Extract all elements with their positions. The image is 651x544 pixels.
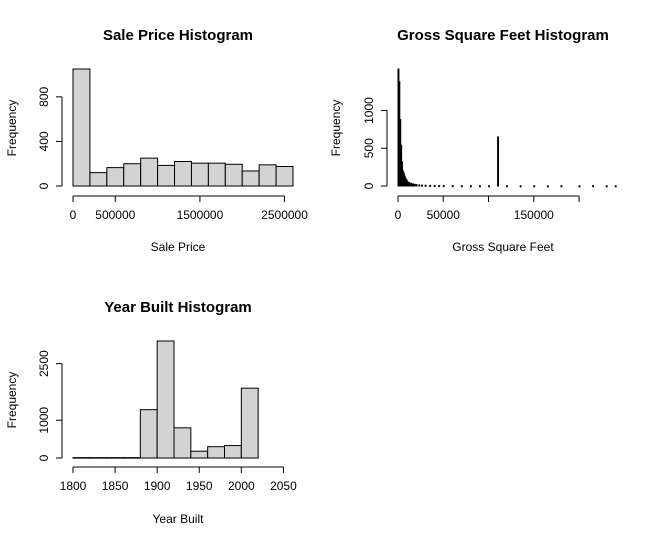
gross-square-feet-x-tick-label-1: 50000 <box>427 208 461 222</box>
gross-square-feet-bar-29 <box>506 185 509 188</box>
gross-square-feet-bar-24 <box>460 185 463 188</box>
gross-square-feet-histogram-panel: Gross Square Feet Histogram Gross Square… <box>329 27 617 254</box>
sale-price-bar-0 <box>72 68 91 187</box>
gross-square-feet-bar-36 <box>605 185 608 188</box>
gross-square-feet-bar-14 <box>413 183 416 187</box>
gross-square-feet-bar-10 <box>406 180 409 187</box>
sale-price-y-tick-label-0: 0 <box>37 182 51 189</box>
sale-price-x-tick-label-2: 1500000 <box>177 208 224 222</box>
gross-square-feet-bar-30 <box>519 185 522 188</box>
sale-price-x-tick-label-1: 500000 <box>95 208 135 222</box>
year-built-bar-10 <box>240 387 259 459</box>
sale-price-x-tick-label-3: 2500000 <box>261 208 308 222</box>
sale-price-y-tick-label-1: 400 <box>37 131 51 151</box>
year-built-bar-7 <box>190 450 209 459</box>
gross-square-feet-ylabel: Frequency <box>329 100 343 157</box>
sale-price-bar-5 <box>157 164 176 187</box>
year-built-x-tick-label-5: 2050 <box>270 479 297 493</box>
year-built-y-tick-label-1: 1000 <box>37 407 51 434</box>
year-built-histogram-panel: Year Built Histogram Year Built Frequenc… <box>5 299 297 526</box>
gross-square-feet-bar-28 <box>497 136 499 187</box>
gross-square-feet-bar-25 <box>469 185 472 188</box>
gross-square-feet-axes: 0 50000 150000 0 500 1000 <box>362 97 580 222</box>
gross-square-feet-bar-19 <box>429 184 432 187</box>
year-built-x-tick-label-1: 1850 <box>102 479 129 493</box>
gross-square-feet-bar-33 <box>560 185 563 188</box>
gross-square-feet-bar-21 <box>438 185 441 188</box>
year-built-x-tick-label-4: 2000 <box>228 479 255 493</box>
sale-price-bar-9 <box>224 163 243 187</box>
gross-square-feet-x-tick-label-2: 150000 <box>514 208 554 222</box>
year-built-x-tick-label-0: 1800 <box>60 479 87 493</box>
sale-price-bar-4 <box>140 157 159 187</box>
gross-square-feet-bar-13 <box>411 183 414 187</box>
year-built-x-tick-label-3: 1950 <box>186 479 213 493</box>
sale-price-histogram-panel: Sale Price Histogram Sale Price Frequenc… <box>5 27 308 254</box>
year-built-title: Year Built Histogram <box>104 299 252 316</box>
sale-price-bar-8 <box>207 162 226 187</box>
sale-price-title: Sale Price Histogram <box>103 27 253 44</box>
year-built-x-tick-label-2: 1900 <box>144 479 171 493</box>
gross-square-feet-y-tick-label-0: 0 <box>362 182 376 189</box>
year-built-bar-3 <box>123 457 141 459</box>
sale-price-ylabel: Frequency <box>5 100 19 157</box>
year-built-bar-6 <box>173 427 192 459</box>
sale-price-axes: 0 500000 1500000 2500000 0 400 800 <box>37 87 308 222</box>
sale-price-bar-11 <box>258 164 277 187</box>
sale-price-bar-1 <box>89 172 108 187</box>
sale-price-x-tick-label-0: 0 <box>70 208 77 222</box>
year-built-bar-5 <box>156 340 175 459</box>
sale-price-bar-2 <box>106 167 125 187</box>
sale-price-xlabel: Sale Price <box>151 240 206 254</box>
year-built-xlabel: Year Built <box>153 512 205 526</box>
year-built-y-tick-label-0: 0 <box>37 454 51 461</box>
year-built-bars <box>72 340 259 459</box>
gross-square-feet-bar-18 <box>424 184 427 187</box>
year-built-bar-4 <box>139 409 158 459</box>
sale-price-bar-6 <box>174 160 192 187</box>
sale-price-bar-3 <box>123 163 142 187</box>
gross-square-feet-xlabel: Gross Square Feet <box>452 240 554 254</box>
gross-square-feet-bar-20 <box>433 184 436 187</box>
year-built-bar-0 <box>72 457 91 459</box>
sale-price-y-tick-label-2: 800 <box>37 87 51 107</box>
gross-square-feet-bar-12 <box>410 182 413 187</box>
gross-square-feet-bar-32 <box>546 185 549 188</box>
sale-price-bar-12 <box>275 166 294 187</box>
gross-square-feet-y-tick-label-1: 500 <box>362 138 376 158</box>
gross-square-feet-bar-34 <box>578 185 581 188</box>
sale-price-bar-7 <box>190 162 209 187</box>
gross-square-feet-title: Gross Square Feet Histogram <box>397 27 609 44</box>
gross-square-feet-bar-11 <box>408 182 411 187</box>
sale-price-bar-10 <box>241 170 260 187</box>
sale-price-bars <box>72 68 294 187</box>
year-built-ylabel: Frequency <box>5 372 19 429</box>
gross-square-feet-bar-26 <box>478 185 481 188</box>
gross-square-feet-bar-31 <box>533 185 536 188</box>
gross-square-feet-bar-15 <box>415 184 418 187</box>
gross-square-feet-bar-16 <box>418 184 421 187</box>
gross-square-feet-y-tick-label-2: 1000 <box>362 97 376 124</box>
gross-square-feet-bar-17 <box>421 184 423 187</box>
year-built-axes: 1800 1850 1900 1950 2000 2050 0 1000 2500 <box>37 350 297 493</box>
gross-square-feet-x-tick-label-0: 0 <box>395 208 402 222</box>
gross-square-feet-bar-23 <box>451 185 454 188</box>
year-built-bar-8 <box>207 446 225 459</box>
gross-square-feet-bar-35 <box>592 185 595 188</box>
year-built-bar-2 <box>106 457 124 459</box>
gross-square-feet-bars <box>397 68 617 188</box>
year-built-bar-1 <box>89 457 108 459</box>
gross-square-feet-bar-37 <box>614 185 617 188</box>
year-built-y-tick-label-2: 2500 <box>37 350 51 377</box>
year-built-bar-9 <box>224 445 242 459</box>
gross-square-feet-bar-27 <box>488 185 490 188</box>
gross-square-feet-bar-22 <box>442 185 445 188</box>
